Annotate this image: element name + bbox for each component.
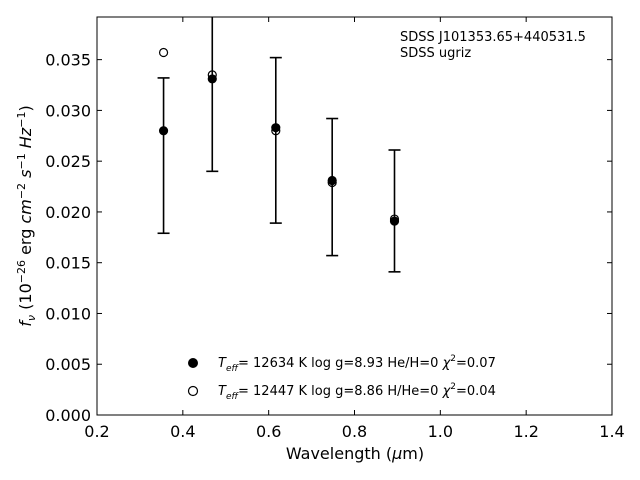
x-axis-label: Wavelength (μm) <box>286 444 424 463</box>
data-point-open <box>389 214 400 224</box>
legend-marker-filled <box>188 358 198 368</box>
x-tick-label: 0.8 <box>342 422 367 441</box>
annotation-filter-set: SDSS ugriz <box>400 46 471 61</box>
data-point-open <box>327 177 337 188</box>
x-tick-label: 1.2 <box>513 422 538 441</box>
legend-label-model-2: Teff= 12447 K log g=8.86 H/He=0 χ2=0.04 <box>218 382 496 402</box>
y-tick-label: 0.020 <box>45 203 91 222</box>
svg-text:fν (10−26 erg cm−2 s−1 Hz−1): fν (10−26 erg cm−2 s−1 Hz−1) <box>15 105 38 326</box>
x-tick-label: 0.4 <box>170 422 195 441</box>
data-point-filled <box>158 126 169 136</box>
x-tick-label: 0.6 <box>256 422 281 441</box>
legend-marker-open <box>187 385 199 397</box>
annotation-object-name: SDSS J101353.65+440531.5 <box>400 30 586 45</box>
y-tick-label: 0.030 <box>45 101 91 120</box>
data-point-open <box>207 70 217 80</box>
data-point-filled <box>271 123 281 133</box>
x-tick-label: 1.0 <box>428 422 453 441</box>
y-tick-label: 0.015 <box>45 254 91 273</box>
y-axis-label: fν (10−26 erg cm−2 s−1 Hz−1) <box>15 105 38 326</box>
y-tick-label: 0.000 <box>45 406 91 425</box>
x-tick-label: 1.4 <box>599 422 624 441</box>
y-tick-label: 0.035 <box>45 51 91 70</box>
data-point-open <box>271 126 281 136</box>
data-point-open <box>158 47 169 58</box>
legend: Teff= 12634 K log g=8.93 He/H=0 χ2=0.07 … <box>187 354 496 402</box>
y-tick-label: 0.025 <box>45 152 91 171</box>
legend-label-model-1: Teff= 12634 K log g=8.93 He/H=0 χ2=0.07 <box>218 354 496 374</box>
y-tick-label: 0.010 <box>45 304 91 323</box>
y-tick-label: 0.005 <box>45 355 91 374</box>
x-tick-label: 0.2 <box>84 422 109 441</box>
